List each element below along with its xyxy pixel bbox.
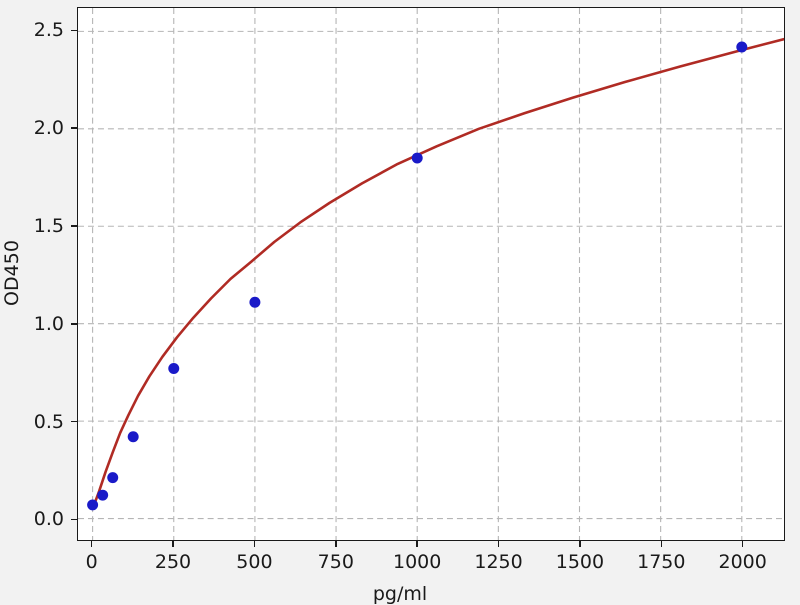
- x-tick-mark: [253, 541, 256, 547]
- x-tick-mark: [416, 541, 418, 547]
- y-tick-mark: [71, 323, 77, 325]
- plot-canvas: [78, 8, 784, 540]
- y-axis-label: OD450: [1, 240, 23, 306]
- x-tick-mark: [334, 541, 337, 547]
- data-point: [87, 499, 99, 511]
- x-tick-mark: [660, 541, 663, 547]
- x-tick-label: 500: [236, 551, 273, 573]
- x-tick-label: 250: [154, 551, 192, 573]
- x-tick-label: 1500: [555, 551, 605, 573]
- y-tick-mark: [71, 29, 77, 32]
- data-point: [97, 489, 109, 501]
- data-point: [249, 296, 261, 308]
- plot-area: [77, 7, 785, 541]
- y-tick-label: 2.5: [33, 19, 64, 42]
- x-tick-mark: [172, 541, 174, 547]
- y-tick-label: 0.0: [33, 508, 64, 531]
- data-point: [127, 431, 139, 443]
- x-tick-label: 1000: [392, 551, 442, 573]
- y-tick-mark: [71, 518, 77, 521]
- y-tick-mark: [71, 420, 77, 423]
- horizontal-gridlines: [78, 30, 784, 520]
- x-axis-label: pg/ml: [372, 583, 428, 605]
- vertical-gridlines: [92, 8, 743, 540]
- y-tick-mark: [71, 127, 77, 130]
- x-tick-mark: [579, 541, 581, 547]
- data-point: [736, 41, 748, 53]
- fitted-curve: [91, 37, 784, 511]
- y-tick-label: 0.5: [33, 410, 64, 433]
- x-tick-mark: [741, 541, 744, 547]
- x-tick-label: 0: [85, 551, 98, 573]
- x-tick-mark: [497, 541, 500, 547]
- y-tick-label: 1.5: [33, 215, 64, 238]
- x-tick-label: 1250: [474, 551, 523, 573]
- y-tick-label: 1.0: [33, 312, 64, 335]
- x-tick-label: 2000: [718, 551, 767, 573]
- data-point: [411, 152, 423, 164]
- y-tick-label: 2.0: [33, 117, 64, 140]
- x-tick-label: 1750: [637, 551, 686, 573]
- data-point: [168, 363, 180, 374]
- y-tick-mark: [71, 225, 77, 227]
- x-tick-label: 750: [317, 551, 354, 573]
- data-point: [107, 472, 119, 484]
- data-point-group: [87, 41, 748, 511]
- x-tick-mark: [90, 541, 93, 547]
